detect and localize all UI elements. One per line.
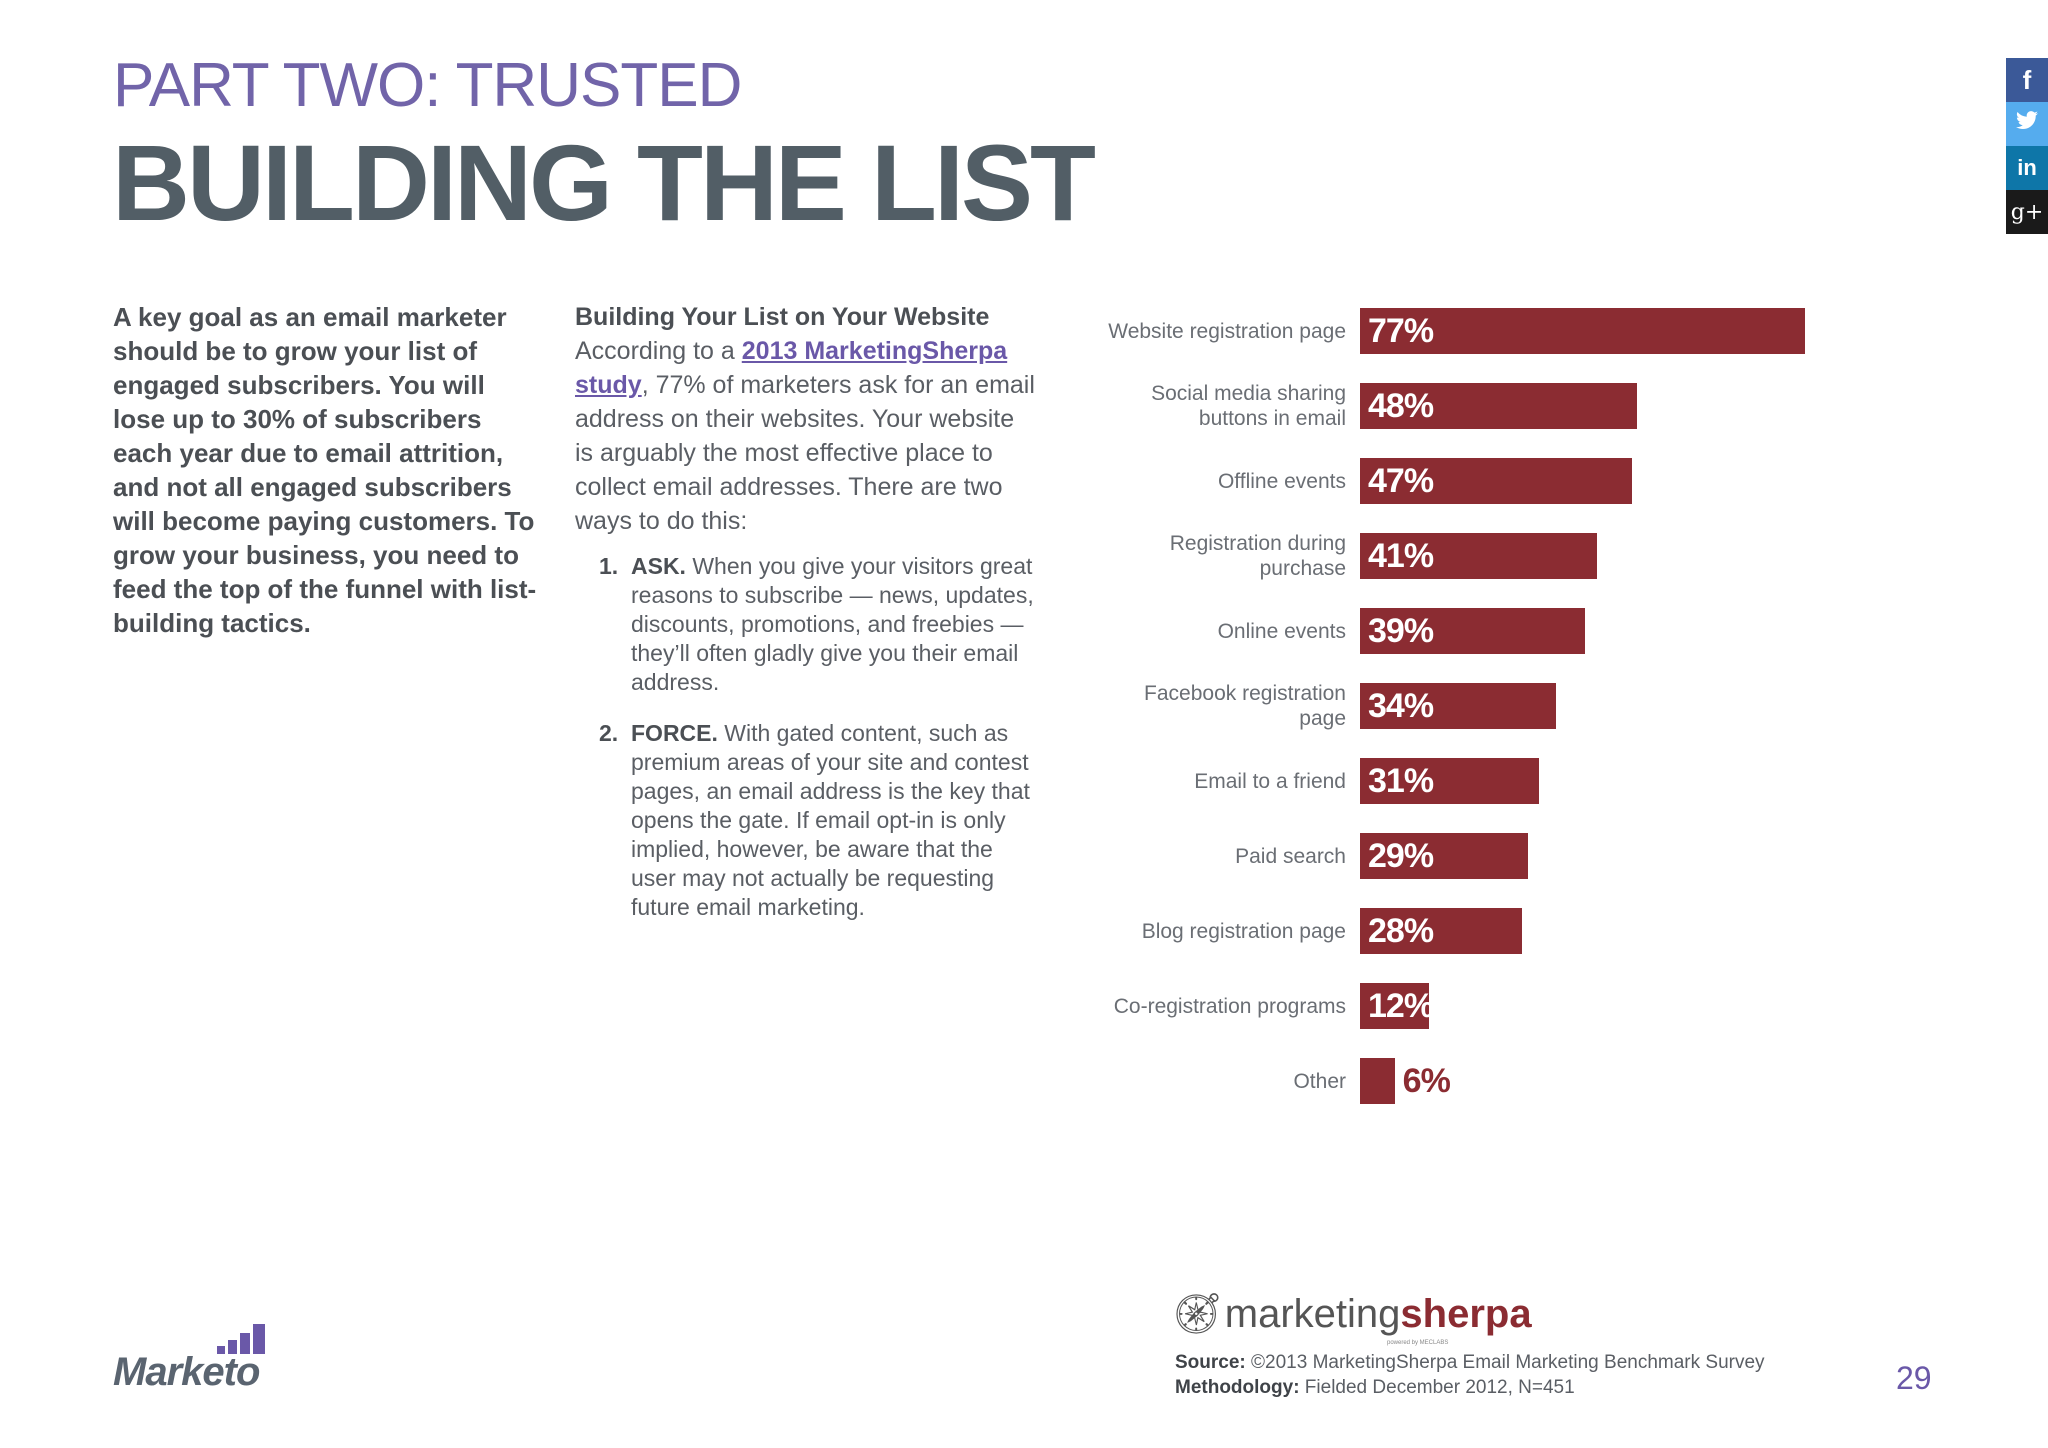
- bar: [1360, 908, 1522, 954]
- list-number: 1.: [599, 553, 619, 579]
- methodology-line: Methodology: Fielded December 2012, N=45…: [1175, 1375, 1765, 1400]
- bar: [1360, 983, 1430, 1029]
- value-label: 47%: [1368, 462, 1434, 500]
- paragraph-text: , 77% of marketers ask for an email addr…: [575, 371, 1035, 535]
- value-label: 48%: [1368, 387, 1434, 425]
- source-key: Source:: [1175, 1352, 1246, 1373]
- value-label: 29%: [1368, 837, 1434, 875]
- website-paragraph: According to a 2013 MarketingSherpa stud…: [575, 334, 1035, 538]
- value-label: 41%: [1368, 537, 1434, 575]
- bar: [1360, 1058, 1395, 1104]
- bar: [1360, 608, 1586, 654]
- category-label: Other: [1293, 1069, 1346, 1093]
- value-label: 77%: [1368, 312, 1434, 350]
- paragraph-text: According to a: [575, 337, 742, 365]
- website-section: Building Your List on Your Website Accor…: [575, 300, 1035, 922]
- google-plus-share-button[interactable]: g+: [2006, 190, 2048, 234]
- section-label: PART TWO: TRUSTED: [113, 51, 742, 120]
- logo-text: sherpa: [1400, 1292, 1532, 1336]
- value-label: 31%: [1368, 762, 1434, 800]
- value-label: 34%: [1368, 687, 1434, 725]
- method-title: FORCE.: [631, 720, 718, 746]
- source-line: Source: ©2013 MarketingSherpa Email Mark…: [1175, 1350, 1765, 1375]
- category-label: Blog registration page: [1141, 919, 1346, 943]
- bar: [1360, 383, 1638, 429]
- twitter-icon: [2015, 111, 2039, 137]
- linkedin-share-button[interactable]: in: [2006, 146, 2048, 190]
- value-label: 12%: [1368, 987, 1434, 1025]
- bar: [1360, 683, 1557, 729]
- page-number: 29: [1896, 1360, 1932, 1396]
- value-label: 6%: [1402, 1062, 1451, 1100]
- marketo-bars-icon: [217, 1324, 265, 1354]
- marketo-wordmark: Marketo: [113, 1350, 260, 1394]
- logo-text: marketing: [1224, 1292, 1401, 1336]
- bar: [1360, 533, 1597, 579]
- method-item-ask: 1. ASK. When you give your visitors great…: [575, 552, 1035, 697]
- method-title: ASK.: [631, 553, 686, 579]
- google-plus-icon: g+: [2010, 199, 2044, 225]
- category-label: Offline events: [1217, 469, 1346, 493]
- method-text: With gated content, such as premium area…: [631, 720, 1030, 920]
- category-label: Facebook registration page: [1144, 682, 1346, 730]
- page-title: BUILDING THE LIST: [112, 122, 1096, 243]
- category-label: Co-registration programs: [1113, 994, 1346, 1018]
- bar: [1360, 758, 1540, 804]
- category-label: Paid search: [1235, 844, 1346, 868]
- category-label: Online events: [1217, 619, 1346, 643]
- twitter-share-button[interactable]: [2006, 102, 2048, 146]
- intro-paragraph: A key goal as an email marketer should b…: [113, 302, 537, 638]
- method-text: When you give your visitors great reason…: [631, 553, 1034, 695]
- bar: [1360, 308, 1805, 354]
- category-label: Website registration page: [1108, 319, 1346, 343]
- facebook-share-button[interactable]: f: [2006, 58, 2048, 102]
- bar: [1360, 833, 1528, 879]
- value-label: 28%: [1368, 912, 1434, 950]
- linkedin-icon: in: [2017, 155, 2037, 180]
- methodology-text: Fielded December 2012, N=451: [1299, 1377, 1575, 1398]
- methodology-key: Methodology:: [1175, 1377, 1300, 1398]
- value-label: 39%: [1368, 612, 1434, 650]
- source-text: ©2013 MarketingSherpa Email Marketing Be…: [1245, 1352, 1765, 1373]
- category-label: Registration during purchase: [1169, 532, 1346, 580]
- compass-icon: 🧭︎: [1172, 1292, 1223, 1336]
- section-heading: Building Your List on Your Website: [575, 303, 990, 331]
- category-label: Email to a friend: [1194, 769, 1346, 793]
- facebook-icon: f: [2022, 64, 2032, 95]
- list-building-bar-chart: Website registration page 77% Social media…: [1100, 290, 2000, 1130]
- list-number: 2.: [599, 720, 619, 746]
- method-item-force: 2. FORCE. With gated content, such as pre…: [575, 719, 1035, 922]
- bar: [1360, 458, 1632, 504]
- category-label: Social media sharing buttons in email: [1151, 382, 1346, 430]
- marketingsherpa-logo: 🧭︎marketingsherpa powered by MECLABS: [1172, 1290, 1532, 1346]
- source-note: Source: ©2013 MarketingSherpa Email Mark…: [1175, 1350, 1765, 1400]
- logo-tagline: powered by MECLABS: [1387, 1340, 1449, 1346]
- study-link[interactable]: 2013 MarketingSherpa study: [575, 337, 1008, 399]
